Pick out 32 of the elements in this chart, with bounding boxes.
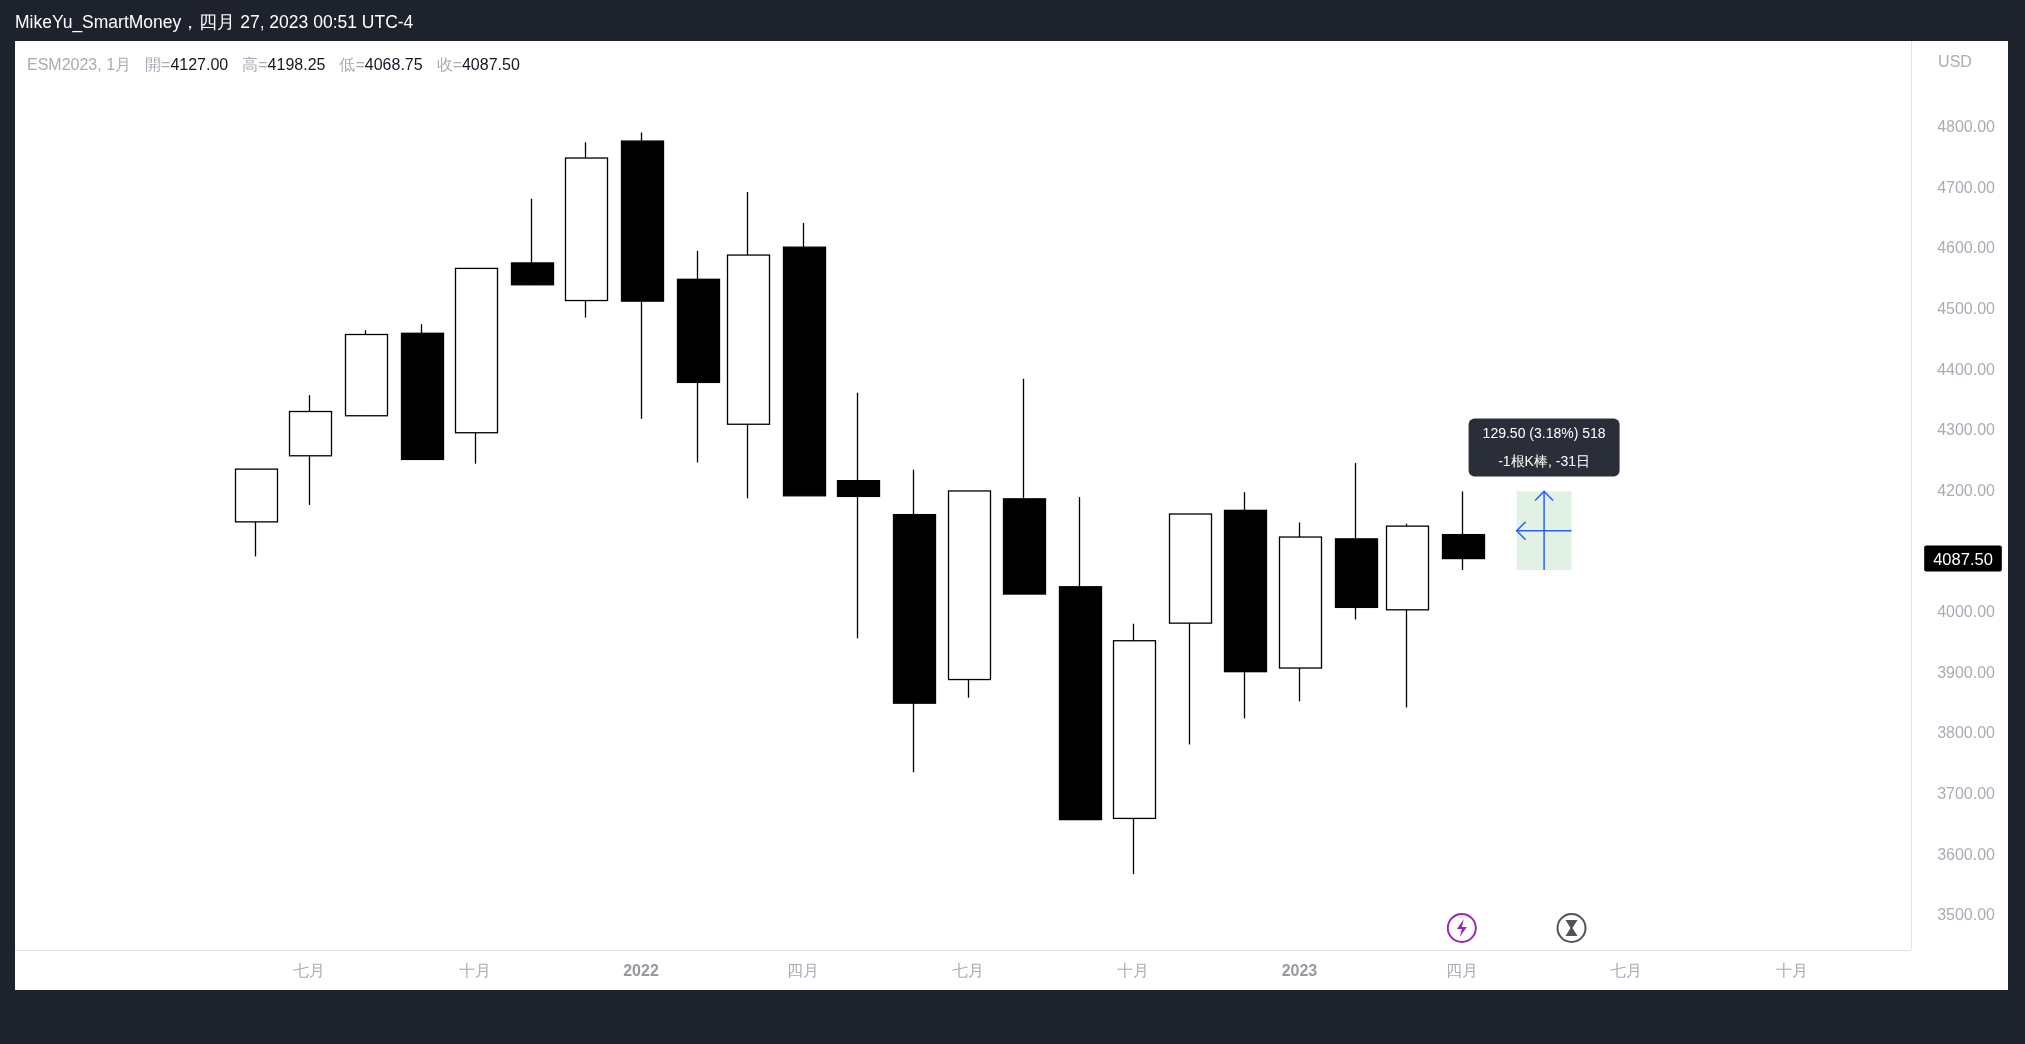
ytick: 3500.00 — [1937, 906, 1995, 924]
xtick: 十月 — [459, 961, 491, 979]
ylabel: USD — [1938, 52, 1972, 70]
annotation: 129.50 (3.18%) 518 -1根K棒, -31日 — [1482, 425, 1606, 470]
ytick: 4800.00 — [1937, 118, 1995, 135]
ytick: 4000.00 — [1937, 603, 1995, 621]
xtick: 2022 — [623, 961, 659, 979]
xtick: 四月 — [1445, 961, 1478, 979]
annotation: 4087.50 — [1933, 549, 1993, 568]
annotation: 收=4087.50 — [436, 55, 520, 73]
annotation: 開=4127.00 — [145, 55, 229, 73]
xtick: 十月 — [1775, 961, 1808, 979]
ytick: 3700.00 — [1937, 785, 1995, 803]
ytick: 4300.00 — [1937, 421, 1995, 439]
annotation: 低=4068.75 — [339, 55, 423, 73]
ytick: 4600.00 — [1937, 239, 1995, 257]
ytick: 3600.00 — [1937, 845, 1995, 863]
xtick: 七月 — [1609, 961, 1642, 979]
ytick: 4700.00 — [1937, 178, 1995, 196]
xtick: 四月 — [787, 961, 820, 979]
ytick: 4400.00 — [1937, 360, 1995, 378]
xtick: 2023 — [1281, 961, 1318, 979]
xtick: 七月 — [951, 961, 984, 979]
ytick: 3800.00 — [1937, 724, 1995, 742]
ytick: 4200.00 — [1937, 481, 1995, 499]
ytick: 3900.00 — [1937, 663, 1995, 681]
xtick: 七月 — [293, 961, 326, 979]
annotation: 高=4198.25 — [242, 55, 326, 73]
title: MikeYu_SmartMoney，四月 27, 2023 00:51 UTC-4 — [15, 12, 414, 32]
subtitle: ESM2023, 1月 — [27, 55, 132, 73]
ytick: 4500.00 — [1937, 299, 1995, 317]
xtick: 十月 — [1117, 961, 1150, 979]
